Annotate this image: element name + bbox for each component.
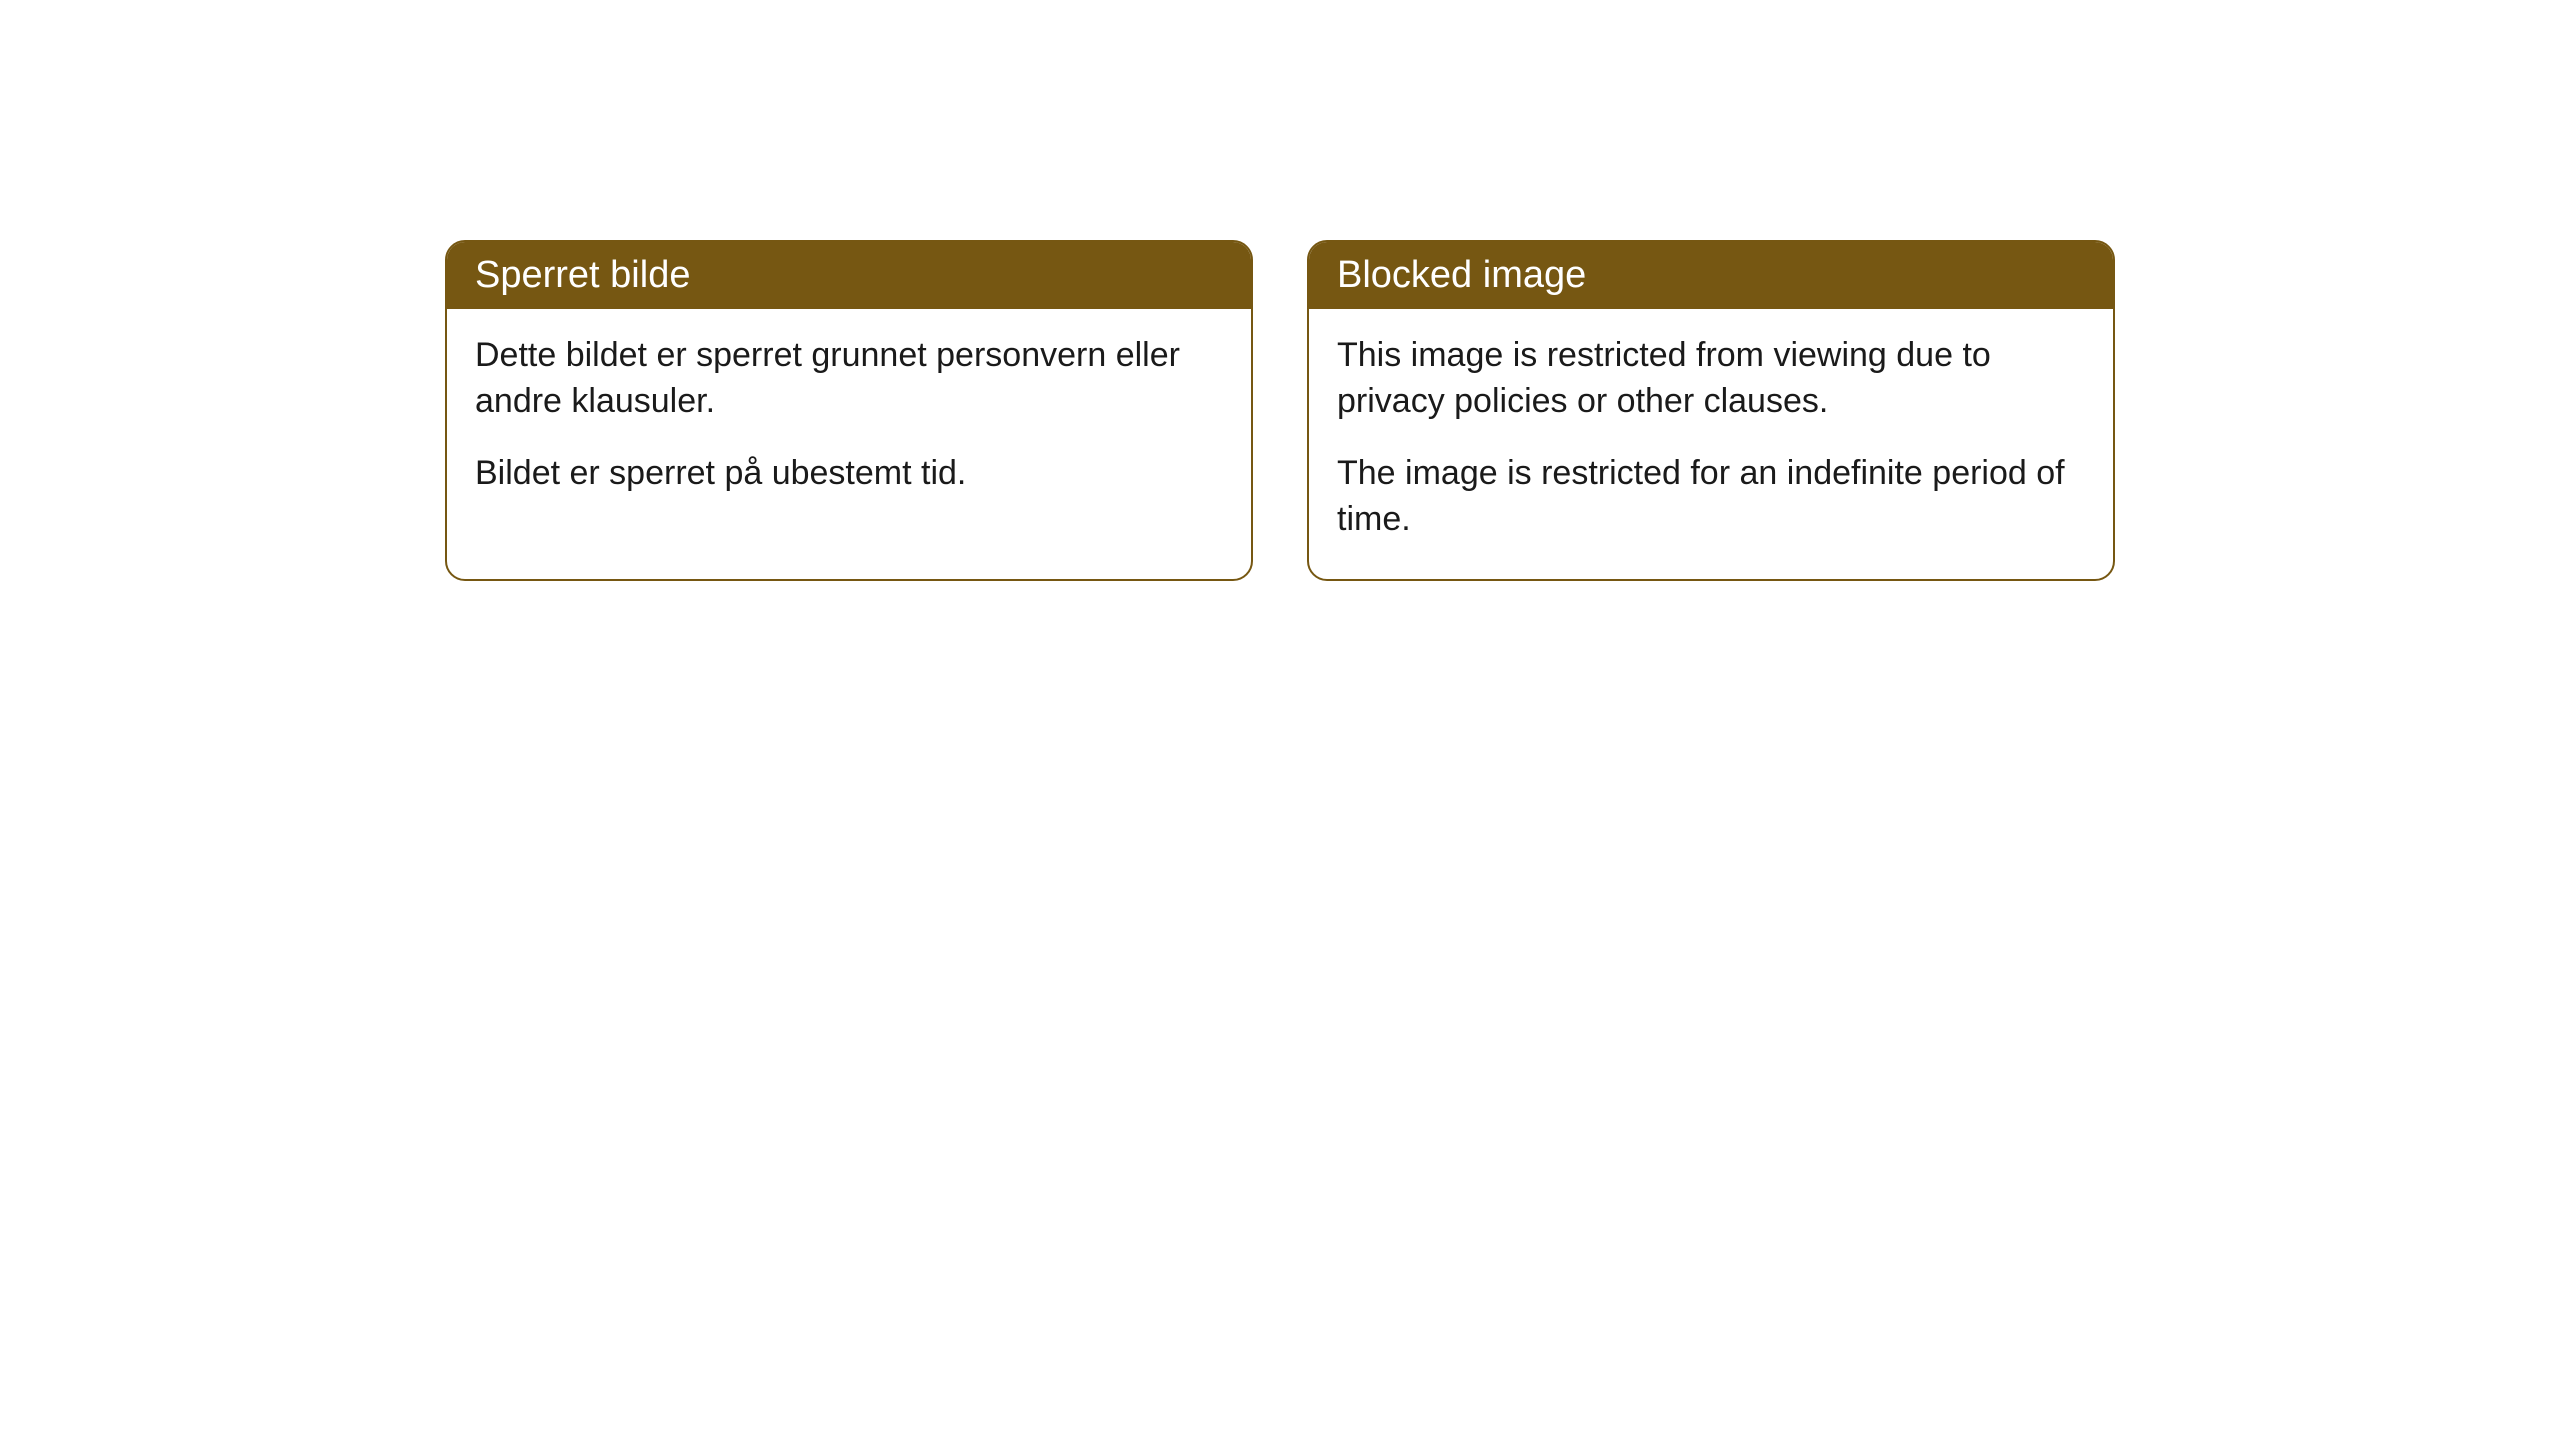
card-title: Blocked image — [1337, 254, 1586, 296]
blocked-image-card-norwegian: Sperret bilde Dette bildet er sperret gr… — [445, 240, 1253, 581]
card-body: Dette bildet er sperret grunnet personve… — [447, 309, 1251, 533]
card-header: Blocked image — [1309, 242, 2113, 309]
card-paragraph: The image is restricted for an indefinit… — [1337, 451, 2085, 543]
notice-container: Sperret bilde Dette bildet er sperret gr… — [0, 240, 2560, 581]
card-header: Sperret bilde — [447, 242, 1251, 309]
card-paragraph: Dette bildet er sperret grunnet personve… — [475, 333, 1223, 425]
blocked-image-card-english: Blocked image This image is restricted f… — [1307, 240, 2115, 581]
card-paragraph: Bildet er sperret på ubestemt tid. — [475, 451, 1223, 497]
card-body: This image is restricted from viewing du… — [1309, 309, 2113, 579]
card-title: Sperret bilde — [475, 254, 690, 296]
card-paragraph: This image is restricted from viewing du… — [1337, 333, 2085, 425]
